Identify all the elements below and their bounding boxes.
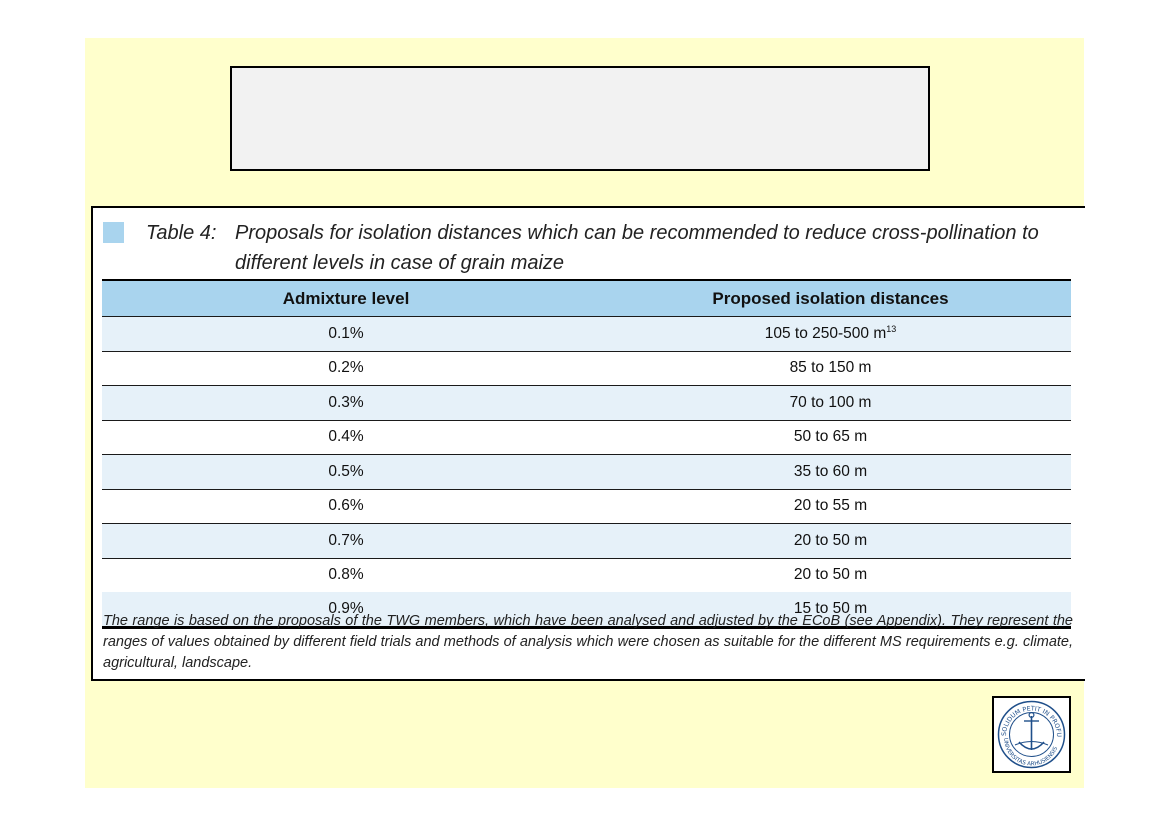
table-row: 0.6% 20 to 55 m — [102, 488, 1071, 524]
table-row: 0.8% 20 to 50 m — [102, 557, 1071, 592]
header-isolation-distances: Proposed isolation distances — [590, 279, 1071, 317]
isolation-distance-table: Admixture level Proposed isolation dista… — [102, 279, 1071, 629]
caption-line-2: different levels in case of grain maize — [235, 252, 565, 274]
table-row: 0.3% 70 to 100 m — [102, 385, 1071, 420]
caption-label: Table 4: — [146, 222, 217, 244]
caption-line-1: Proposals for isolation distances which … — [235, 222, 1039, 244]
distance-cell: 15 to 50 m — [590, 592, 1071, 629]
distance-cell: 35 to 60 m — [590, 454, 1071, 489]
svg-text:SOLIDUM PETIT IN PROFUNDIS: SOLIDUM PETIT IN PROFUNDIS — [994, 698, 1062, 738]
admixture-cell: 0.4% — [102, 419, 590, 455]
admixture-cell: 0.6% — [102, 488, 590, 524]
distance-cell: 20 to 50 m — [590, 557, 1071, 592]
table-row: 0.9% 15 to 50 m — [102, 592, 1071, 629]
table-row: 0.1% 105 to 250-500 m13 — [102, 316, 1071, 351]
table-row: 0.7% 20 to 50 m — [102, 523, 1071, 558]
university-seal-logo: SOLIDUM PETIT IN PROFUNDIS UNIVERSITAS A… — [992, 696, 1071, 773]
distance-cell: 50 to 65 m — [590, 419, 1071, 455]
footnote-ref: 13 — [886, 324, 897, 335]
table-caption: Table 4: Proposals for isolation distance… — [146, 218, 1046, 278]
admixture-cell: 0.8% — [102, 557, 590, 592]
admixture-cell: 0.2% — [102, 350, 590, 386]
table-row: 0.2% 85 to 150 m — [102, 350, 1071, 386]
admixture-cell: 0.3% — [102, 385, 590, 420]
header-admixture-level: Admixture level — [102, 279, 590, 317]
distance-cell: 20 to 55 m — [590, 488, 1071, 524]
distance-cell: 20 to 50 m — [590, 523, 1071, 558]
distance-cell: 70 to 100 m — [590, 385, 1071, 420]
anchor-icon: SOLIDUM PETIT IN PROFUNDIS UNIVERSITAS A… — [994, 698, 1066, 769]
admixture-cell: 0.5% — [102, 454, 590, 489]
caption-marker — [103, 222, 124, 243]
title-placeholder-box — [230, 66, 930, 171]
distance-cell: 105 to 250-500 m13 — [590, 316, 1071, 351]
table-row: 0.5% 35 to 60 m — [102, 454, 1071, 489]
admixture-cell: 0.9% — [102, 592, 590, 629]
table-row: 0.4% 50 to 65 m — [102, 419, 1071, 455]
distance-cell: 85 to 150 m — [590, 350, 1071, 386]
admixture-cell: 0.7% — [102, 523, 590, 558]
table-header-row: Admixture level Proposed isolation dista… — [102, 279, 1071, 317]
table-note: The range is based on the proposals of t… — [103, 613, 1073, 671]
admixture-cell: 0.1% — [102, 316, 590, 351]
distance-text: 105 to 250-500 m — [764, 325, 887, 343]
